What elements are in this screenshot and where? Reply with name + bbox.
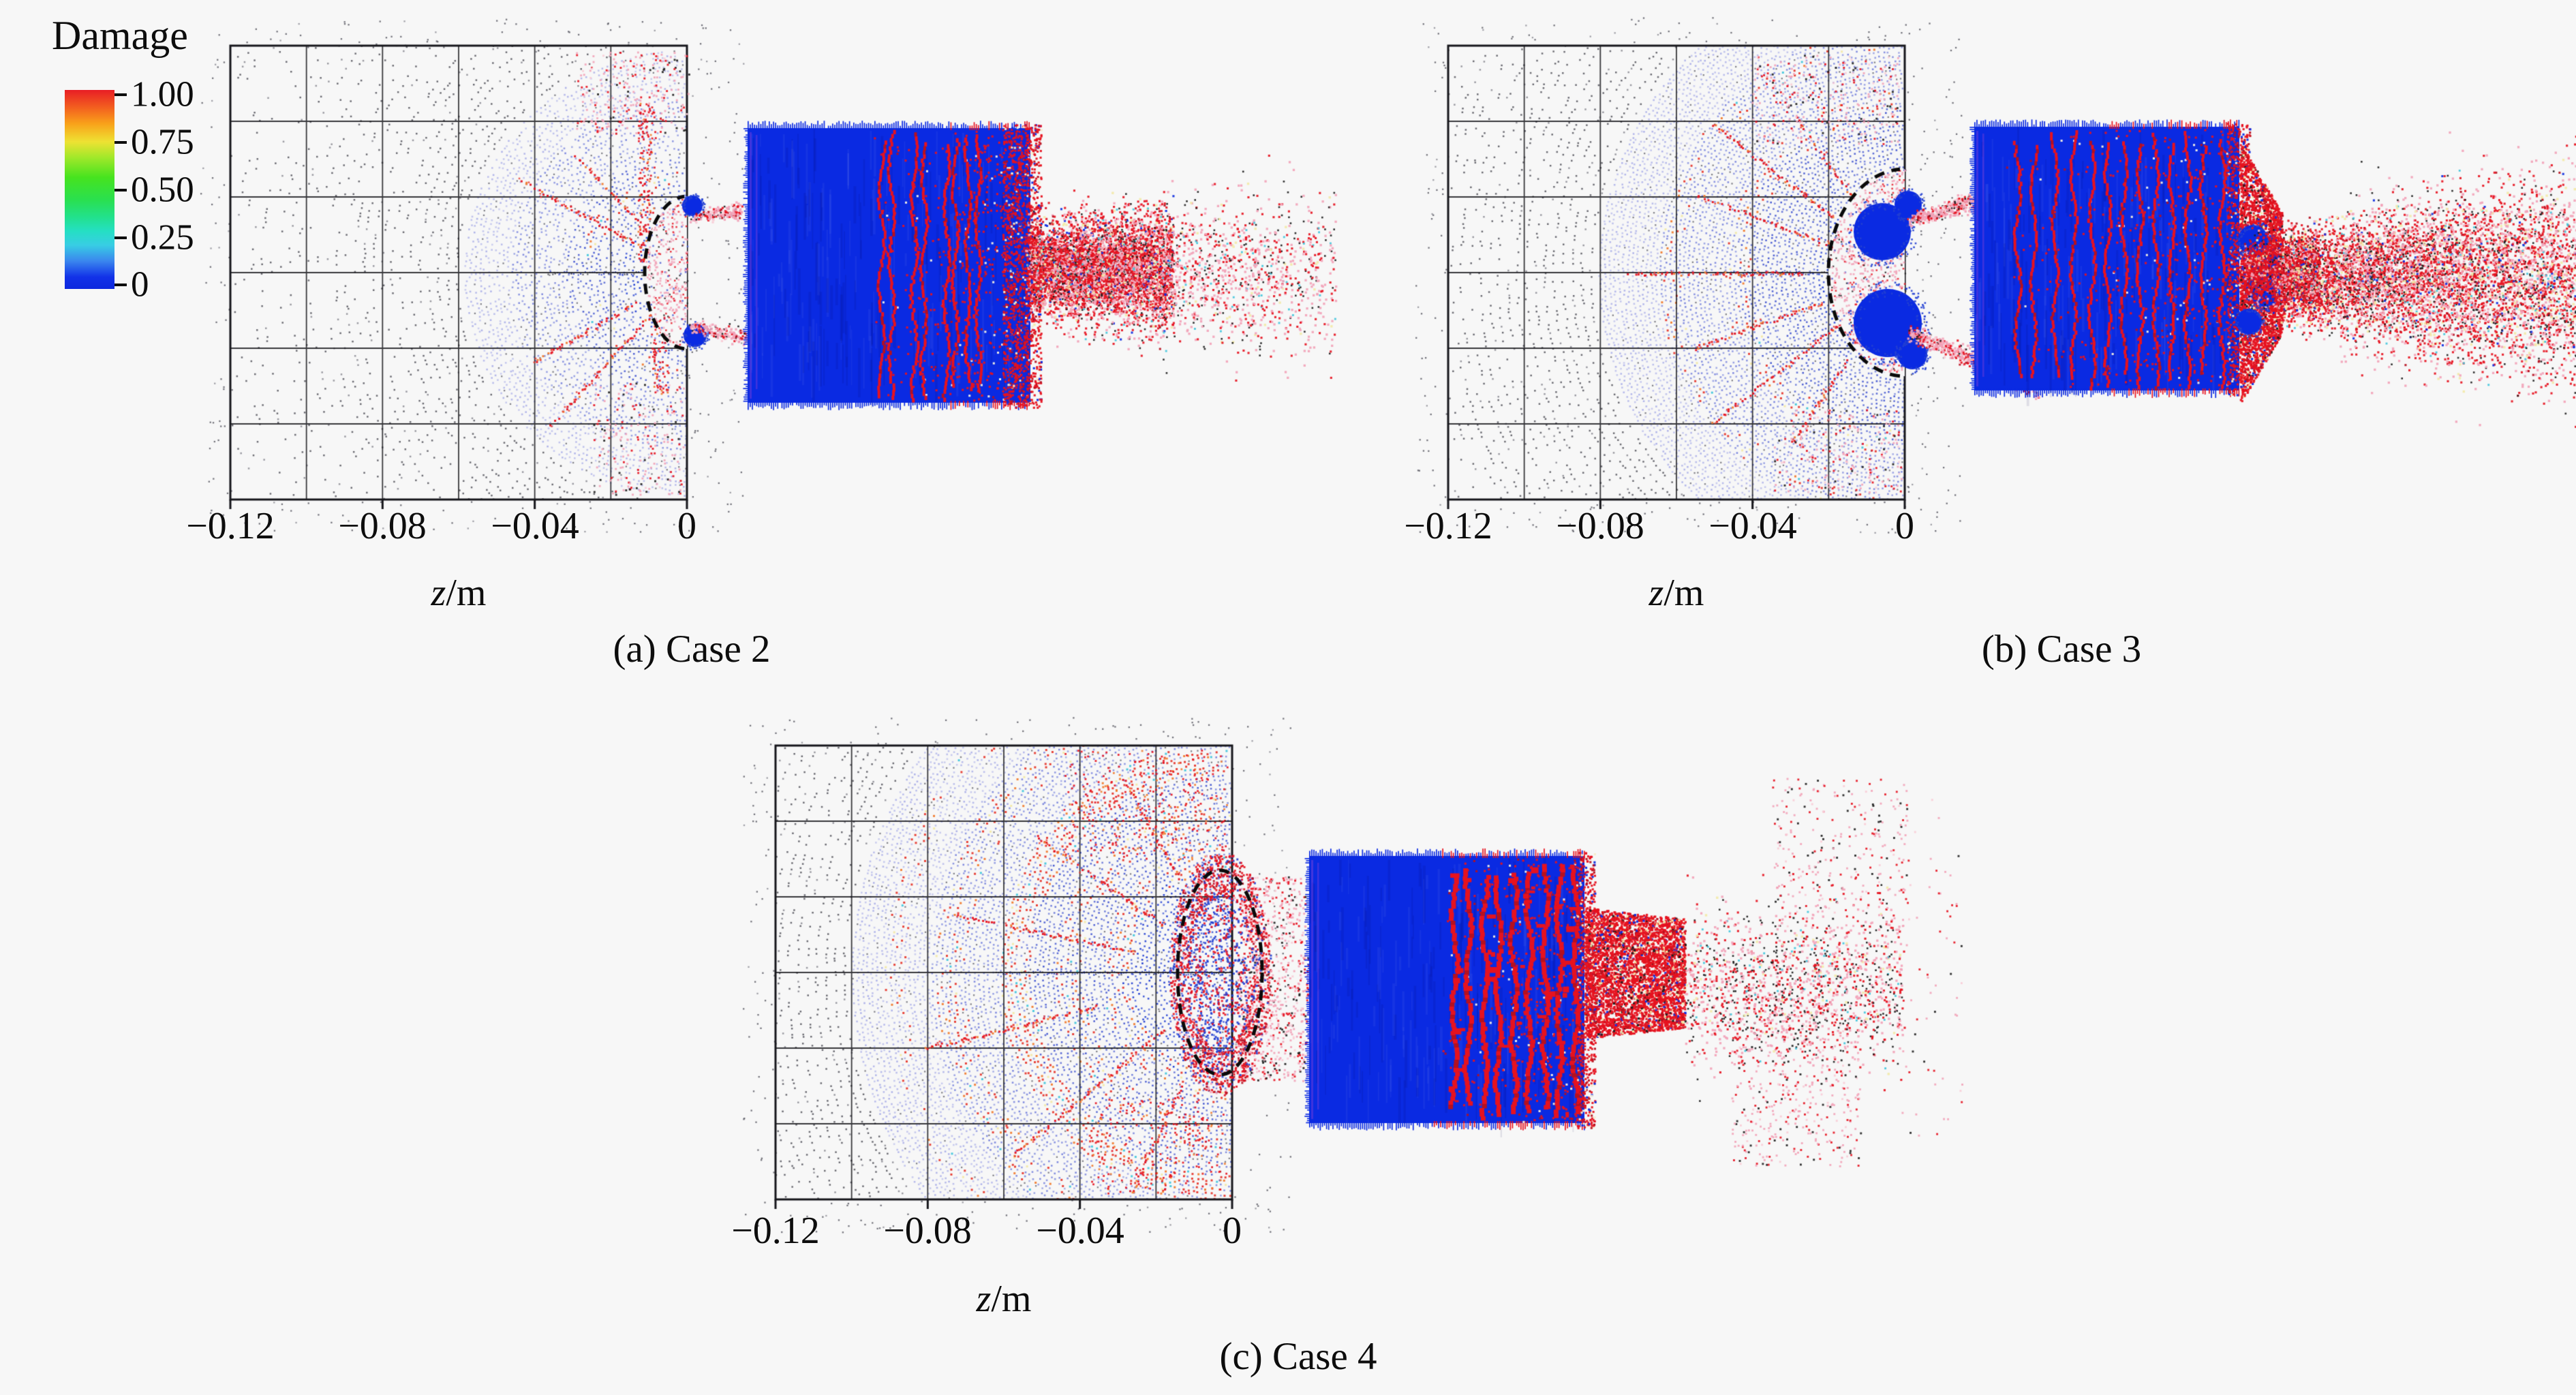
axis-variable: z <box>1649 572 1664 614</box>
colorbar-tickmark <box>114 236 127 239</box>
x-tick-label: −0.08 <box>338 505 427 547</box>
x-axis-label: z/m <box>977 1280 1032 1318</box>
x-tick-label: −0.12 <box>1404 505 1492 547</box>
colorbar-tick-label: 0.25 <box>131 217 194 258</box>
x-tick-label: −0.08 <box>883 1210 972 1252</box>
axis-unit: /m <box>1663 572 1704 614</box>
subplot-caption: (c) Case 4 <box>1219 1335 1377 1378</box>
x-tick-label: −0.04 <box>1036 1210 1124 1252</box>
subplot-caption: (a) Case 2 <box>613 628 771 671</box>
axis-unit: /m <box>991 1278 1032 1320</box>
colorbar-tickmark <box>114 141 127 144</box>
colorbar-tick-label: 1.00 <box>131 74 194 114</box>
colorbar-tick-label: 0.50 <box>131 170 194 210</box>
colorbar-gradient <box>65 90 114 289</box>
x-tick-label: 0 <box>1895 505 1914 547</box>
colorbar-tick-label: 0.75 <box>131 122 194 162</box>
colorbar-tickmark <box>114 93 127 96</box>
x-tick-label: 0 <box>1223 1210 1242 1252</box>
x-tick-label: −0.08 <box>1556 505 1644 547</box>
x-tick-label: −0.04 <box>491 505 579 547</box>
x-tick-label: −0.12 <box>731 1210 820 1252</box>
axis-unit: /m <box>446 572 487 614</box>
x-tick-label: 0 <box>677 505 696 547</box>
x-axis-label: z/m <box>1649 574 1704 612</box>
colorbar-tickmark <box>114 189 127 191</box>
axis-variable: z <box>976 1278 992 1320</box>
axis-variable: z <box>431 572 446 614</box>
colorbar-tick-label: 0 <box>131 264 149 305</box>
subplot-caption: (b) Case 3 <box>1981 628 2142 671</box>
x-tick-label: −0.12 <box>186 505 275 547</box>
colorbar-tickmark <box>114 283 127 286</box>
x-tick-label: −0.04 <box>1708 505 1797 547</box>
colorbar-title: Damage <box>52 13 188 58</box>
x-axis-label: z/m <box>431 574 487 612</box>
